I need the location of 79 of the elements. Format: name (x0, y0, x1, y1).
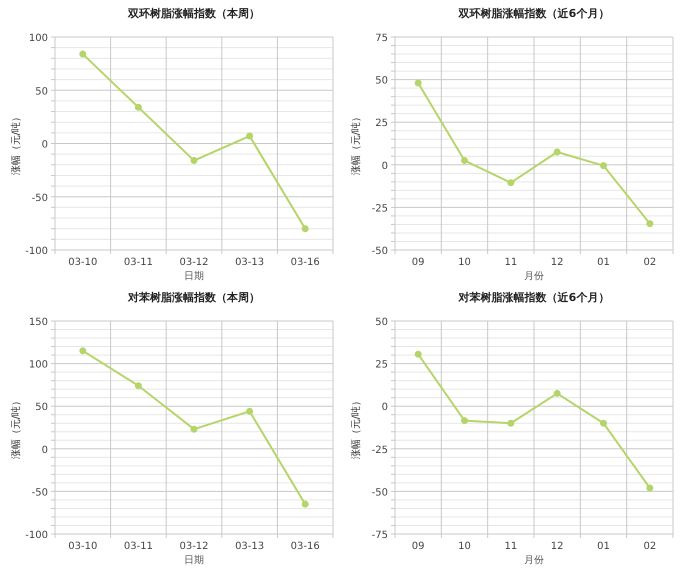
y-tick-label: 0 (42, 444, 48, 456)
y-tick-label: -25 (372, 444, 388, 456)
x-axis-title: 月份 (524, 555, 544, 566)
y-tick-label: 50 (375, 317, 388, 328)
point (79, 347, 86, 354)
point (554, 148, 561, 156)
x-tick-label: 09 (412, 257, 425, 268)
y-tick-label: 100 (28, 33, 48, 44)
point (190, 157, 198, 164)
x-tick-label: 02 (643, 257, 656, 268)
point (302, 500, 309, 508)
y-tick-label: -50 (32, 487, 48, 498)
x-tick-label: 03-13 (235, 257, 264, 268)
x-tick-label: 03-10 (68, 257, 98, 268)
y-tick-label: 0 (382, 402, 388, 414)
x-tick-label: 03-16 (290, 541, 320, 552)
y-axis-title: 涨幅（元/吨） (10, 396, 22, 460)
x-tick-label: 10 (458, 541, 471, 552)
x-tick-label: 03-13 (235, 541, 264, 552)
y-tick-label: 25 (375, 118, 388, 130)
y-tick-label: 50 (35, 86, 48, 98)
point (414, 350, 422, 358)
y-axis-title: 涨幅（元/吨） (10, 112, 22, 176)
point (507, 420, 514, 427)
x-tick-label: 03-12 (179, 541, 209, 552)
y-tick-label: -50 (372, 487, 388, 498)
y-axis-title: 涨幅（元/吨） (350, 396, 362, 460)
point (302, 225, 309, 232)
y-tick-label: 75 (375, 33, 388, 44)
point (600, 420, 607, 427)
point (190, 426, 198, 433)
point (461, 417, 468, 424)
point (461, 157, 468, 164)
x-tick-label: 10 (458, 257, 471, 268)
y-tick-label: 50 (35, 402, 48, 414)
point (646, 484, 654, 492)
point (134, 104, 142, 111)
x-axis-title: 日期 (184, 270, 204, 282)
y-tick-label: -25 (372, 203, 388, 214)
y-tick-label: -100 (25, 246, 48, 257)
point (414, 80, 422, 87)
y-tick-label: 0 (42, 140, 48, 150)
y-tick-label: -50 (372, 246, 388, 257)
point (246, 408, 254, 415)
point (600, 162, 607, 170)
chart-title: 双环树脂涨幅指数（本周） (127, 7, 260, 20)
x-tick-label: 03-11 (124, 541, 153, 552)
point (554, 390, 561, 397)
x-tick-label: 03-16 (290, 257, 320, 268)
x-tick-label: 01 (597, 257, 610, 268)
y-tick-label: 25 (375, 360, 388, 371)
chart-title: 对苯树脂涨幅指数（近6个月） (458, 291, 610, 304)
point (246, 132, 254, 140)
x-tick-label: 12 (550, 257, 564, 268)
x-tick-label: 03-12 (179, 257, 209, 268)
point (646, 220, 654, 228)
y-tick-label: 50 (375, 76, 388, 87)
x-tick-label: 11 (504, 257, 518, 268)
y-tick-label: -75 (372, 530, 388, 541)
point (134, 382, 142, 390)
point (79, 50, 86, 58)
y-tick-label: -100 (25, 530, 48, 541)
x-tick-label: 11 (504, 541, 518, 552)
y-tick-label: 150 (28, 317, 48, 328)
x-tick-label: 09 (412, 541, 425, 552)
y-tick-label: 100 (28, 360, 48, 371)
x-tick-label: 12 (550, 541, 564, 552)
chart-title: 对苯树脂涨幅指数（本周） (127, 291, 260, 304)
x-axis-title: 日期 (184, 554, 204, 566)
y-tick-label: 0 (382, 160, 388, 172)
x-tick-label: 02 (643, 541, 656, 552)
y-tick-label: -50 (32, 192, 48, 204)
y-axis-title: 涨幅（元/吨） (350, 112, 362, 176)
x-axis-title: 月份 (524, 271, 544, 282)
x-tick-label: 01 (597, 541, 610, 552)
x-tick-label: 03-10 (68, 541, 98, 552)
point (507, 179, 514, 186)
x-tick-label: 03-11 (124, 257, 153, 268)
chart-title: 双环树脂涨幅指数（近6个月） (458, 7, 610, 20)
